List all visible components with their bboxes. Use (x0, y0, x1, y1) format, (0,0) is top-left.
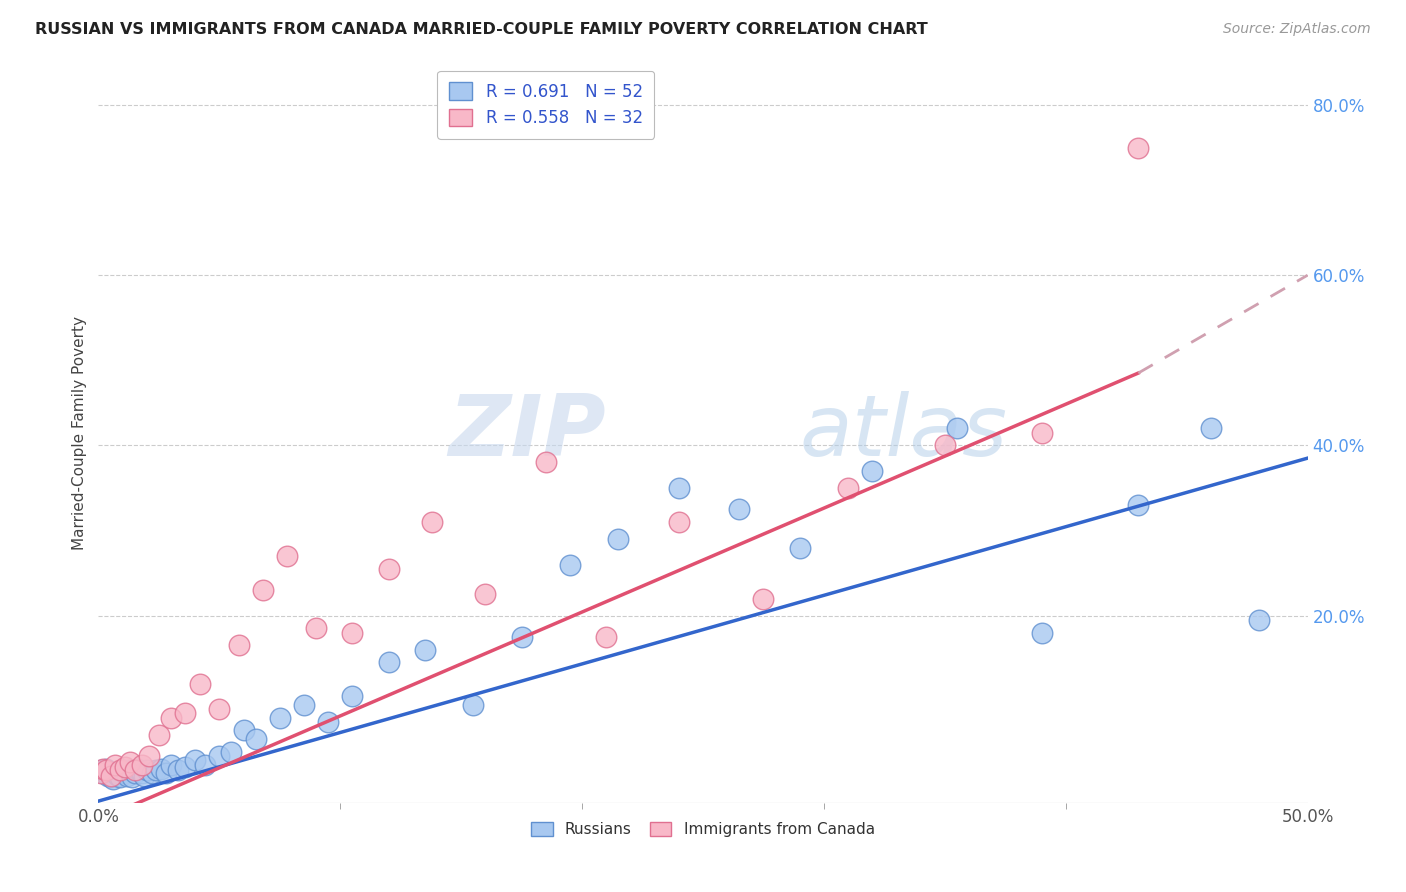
Point (145, 764, 167, 778)
Point (114, 766, 136, 780)
Point (1249, 613, 1271, 627)
Point (124, 766, 146, 780)
Point (100, 770, 122, 784)
Point (510, 630, 533, 644)
Point (208, 749, 231, 764)
Point (316, 714, 339, 729)
Point (305, 621, 328, 635)
Point (160, 711, 183, 725)
Point (607, 532, 630, 546)
Point (789, 541, 811, 555)
Point (377, 562, 399, 576)
Point (269, 711, 291, 725)
Point (1128, 498, 1150, 512)
Point (141, 766, 163, 780)
Point (474, 587, 496, 601)
Point (292, 698, 315, 712)
Text: RUSSIAN VS IMMIGRANTS FROM CANADA MARRIED-COUPLE FAMILY POVERTY CORRELATION CHAR: RUSSIAN VS IMMIGRANTS FROM CANADA MARRIE… (35, 22, 928, 37)
Point (1031, 625, 1053, 640)
Point (134, 768, 156, 782)
Point (121, 770, 143, 784)
Point (342, 625, 364, 640)
Point (118, 755, 141, 769)
Point (194, 757, 217, 772)
Text: atlas: atlas (800, 391, 1008, 475)
Point (94, 764, 117, 778)
Point (1199, 421, 1222, 435)
Point (245, 731, 267, 746)
Point (124, 764, 146, 778)
Point (934, 438, 956, 452)
Point (860, 464, 883, 478)
Point (342, 690, 364, 704)
Legend: Russians, Immigrants from Canada: Russians, Immigrants from Canada (524, 815, 882, 843)
Point (837, 481, 859, 495)
Point (101, 772, 124, 786)
Point (252, 582, 274, 597)
Point (90, 766, 112, 780)
Point (728, 502, 751, 516)
Point (127, 762, 149, 776)
Point (208, 702, 231, 716)
Point (91, 766, 114, 780)
Point (221, 745, 243, 759)
Point (228, 639, 250, 653)
Point (135, 764, 157, 778)
Point (463, 698, 485, 712)
Point (184, 753, 207, 767)
Point (420, 515, 443, 529)
Point (91, 762, 114, 776)
Point (94, 762, 117, 776)
Point (558, 558, 581, 572)
Point (131, 766, 153, 780)
Point (148, 728, 170, 742)
Point (118, 764, 141, 778)
Point (155, 766, 177, 780)
Point (413, 642, 436, 657)
Point (90, 764, 112, 778)
Point (752, 591, 775, 606)
Text: Source: ZipAtlas.com: Source: ZipAtlas.com (1223, 22, 1371, 37)
Point (534, 455, 557, 469)
Point (108, 770, 131, 784)
Point (111, 764, 134, 778)
Point (174, 760, 197, 774)
Point (104, 766, 127, 780)
Point (595, 630, 617, 644)
Point (167, 764, 190, 778)
Point (276, 549, 298, 563)
Y-axis label: Married-Couple Family Poverty: Married-Couple Family Poverty (72, 316, 87, 549)
Point (131, 757, 153, 772)
Point (1128, 140, 1150, 154)
Text: ZIP: ZIP (449, 391, 606, 475)
Point (668, 481, 690, 495)
Point (1031, 425, 1053, 440)
Point (114, 760, 136, 774)
Point (668, 515, 690, 529)
Point (174, 706, 197, 721)
Point (946, 421, 969, 435)
Point (188, 676, 211, 690)
Point (138, 749, 160, 764)
Point (150, 762, 173, 776)
Point (232, 723, 254, 738)
Point (97, 768, 120, 782)
Point (128, 764, 150, 778)
Point (117, 768, 139, 782)
Point (100, 768, 122, 782)
Point (104, 757, 127, 772)
Point (107, 768, 129, 782)
Point (377, 656, 399, 670)
Point (160, 757, 183, 772)
Point (108, 764, 131, 778)
